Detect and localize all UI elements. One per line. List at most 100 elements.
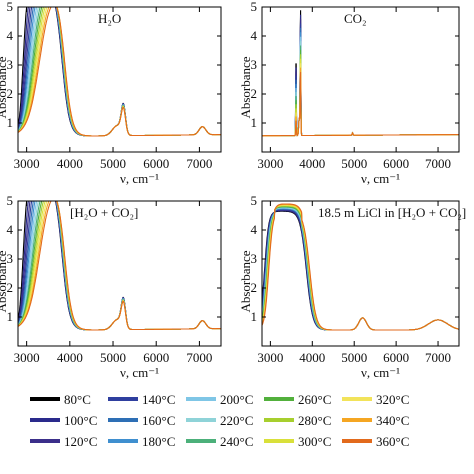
series-line-260°C xyxy=(18,7,221,137)
y-tick-label: 4 xyxy=(251,28,258,43)
series-line-220°C xyxy=(262,207,459,331)
series-line-140°C xyxy=(262,209,459,331)
plot-frame xyxy=(261,6,460,153)
series-line-100°C xyxy=(262,14,459,137)
series-line-240°C xyxy=(18,7,221,137)
x-tick-label: 3000 xyxy=(257,156,283,171)
series-line-340°C xyxy=(262,67,459,137)
legend: 80°C 100°C 120°C 140°C 160°C 180°C 200°C 220°C 2… xyxy=(30,392,409,449)
y-axis-label: Absorbance xyxy=(238,56,253,118)
y-tick-label: 4 xyxy=(251,222,258,237)
y-tick-label: 5 xyxy=(251,193,258,208)
panel-2: 3000 4000 5000 6000 7000 1 2 3 4 5 ν, cm⁻¹ Absorban… xyxy=(238,0,460,186)
y-tick-label: 1 xyxy=(7,309,14,324)
series-line-360°C xyxy=(262,71,459,137)
y-tick-label: 3 xyxy=(251,57,258,72)
y-tick-label: 1 xyxy=(7,115,14,130)
panel-title: CO₂ xyxy=(344,11,367,26)
x-axis-label: ν, cm⁻¹ xyxy=(361,171,400,186)
series-line-120°C xyxy=(18,7,221,137)
x-tick-label: 4000 xyxy=(299,156,325,171)
series-line-300°C xyxy=(18,7,221,137)
series-line-300°C xyxy=(18,201,221,331)
series-line-80°C xyxy=(18,201,221,331)
series-line-160°C xyxy=(262,27,459,137)
x-tick-label: 6000 xyxy=(143,156,169,171)
series-line-320°C xyxy=(262,204,459,331)
legend-label: 240°C xyxy=(220,434,253,449)
series-group xyxy=(262,10,459,137)
legend-label: 140°C xyxy=(142,392,175,407)
panel-title: [H₂O + CO₂] xyxy=(70,205,138,220)
series-line-360°C xyxy=(18,201,221,331)
series-line-200°C xyxy=(18,7,221,137)
series-line-240°C xyxy=(262,45,459,137)
series-line-80°C xyxy=(18,7,221,137)
y-tick-label: 2 xyxy=(7,280,14,295)
y-axis-label: Absorbance xyxy=(238,250,253,312)
x-tick-label: 7000 xyxy=(186,350,212,365)
series-line-200°C xyxy=(262,207,459,331)
series-line-320°C xyxy=(18,201,221,331)
series-line-140°C xyxy=(262,23,459,137)
x-tick-label: 7000 xyxy=(186,156,212,171)
series-line-220°C xyxy=(18,7,221,137)
panel-title: 18.5 m LiCl in [H₂O + CO₂] xyxy=(318,205,466,220)
series-line-280°C xyxy=(262,205,459,331)
plot-frame xyxy=(261,200,460,347)
series-group xyxy=(18,201,221,331)
series-line-160°C xyxy=(18,201,221,331)
x-axis-label: ν, cm⁻¹ xyxy=(120,171,159,186)
legend-label: 100°C xyxy=(64,413,97,428)
panel-3: 3000 4000 5000 6000 7000 1 2 3 4 5 ν, cm⁻¹ Absorban… xyxy=(0,193,222,380)
series-line-80°C xyxy=(262,10,459,137)
series-line-80°C xyxy=(262,210,459,331)
legend-label: 220°C xyxy=(220,413,253,428)
series-line-280°C xyxy=(262,54,459,137)
x-tick-label: 6000 xyxy=(143,350,169,365)
x-tick-label: 7000 xyxy=(425,350,451,365)
y-tick-label: 4 xyxy=(7,28,14,43)
panel-4: 3000 4000 5000 6000 7000 1 2 3 4 5 ν, cm⁻¹ Absorban… xyxy=(238,193,466,380)
x-tick-label: 5000 xyxy=(100,156,126,171)
legend-label: 340°C xyxy=(376,413,409,428)
y-tick-label: 2 xyxy=(251,280,258,295)
y-tick-label: 2 xyxy=(7,86,14,101)
series-line-120°C xyxy=(262,19,459,137)
series-line-180°C xyxy=(262,208,459,331)
series-line-200°C xyxy=(18,201,221,331)
y-axis-label: Absorbance xyxy=(0,56,9,118)
series-line-340°C xyxy=(262,203,459,331)
series-line-340°C xyxy=(18,7,221,137)
series-line-340°C xyxy=(18,201,221,331)
y-tick-label: 1 xyxy=(251,309,258,324)
series-line-180°C xyxy=(262,32,459,137)
x-tick-label: 5000 xyxy=(341,350,367,365)
series-line-240°C xyxy=(262,206,459,331)
y-tick-label: 4 xyxy=(7,222,14,237)
series-line-220°C xyxy=(262,41,459,137)
series-group xyxy=(18,7,221,137)
series-line-280°C xyxy=(18,7,221,137)
legend-label: 80°C xyxy=(64,392,91,407)
series-line-220°C xyxy=(18,201,221,331)
x-tick-label: 6000 xyxy=(383,350,409,365)
y-tick-label: 5 xyxy=(251,0,258,14)
y-tick-label: 5 xyxy=(7,193,14,208)
series-line-360°C xyxy=(18,7,221,137)
series-line-300°C xyxy=(262,204,459,331)
series-line-260°C xyxy=(262,206,459,331)
series-line-100°C xyxy=(18,201,221,331)
x-tick-label: 6000 xyxy=(383,156,409,171)
series-line-260°C xyxy=(262,49,459,137)
series-group xyxy=(262,203,459,331)
x-tick-label: 3000 xyxy=(257,350,283,365)
y-axis-label: Absorbance xyxy=(0,250,9,312)
legend-label: 360°C xyxy=(376,434,409,449)
panel-title: H₂O xyxy=(98,11,121,26)
y-tick-label: 5 xyxy=(7,0,14,14)
series-line-120°C xyxy=(262,209,459,331)
x-tick-label: 3000 xyxy=(14,350,40,365)
legend-label: 180°C xyxy=(142,434,175,449)
